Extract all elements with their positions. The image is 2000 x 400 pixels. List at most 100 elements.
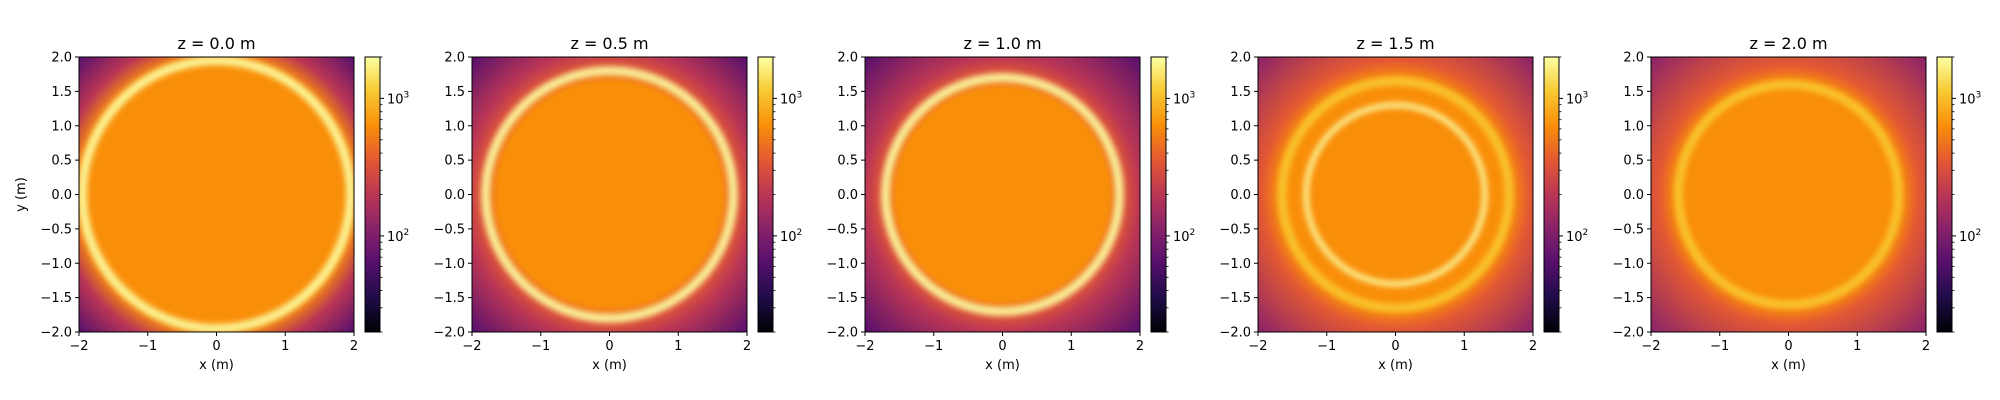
colorbar-tick-label: 102 [1959,228,1981,245]
panel-title: z = 1.5 m [1356,34,1434,53]
colorbar: 102 103 [757,56,802,333]
y-tick-label: 1.5 [1230,85,1251,100]
x-tick-label: −1 [1710,339,1729,354]
x-tick-label: 2 [350,339,358,354]
colorbar: 102 103 [1936,56,1981,333]
colorbar-gradient [757,56,774,333]
x-tick-label: −2 [855,339,874,354]
y-tick-label: 1.0 [444,119,465,134]
x-tick-label: −1 [1317,339,1336,354]
y-tick-label: −0.5 [40,222,72,237]
y-tick-label: 2.0 [1623,51,1644,66]
y-tick-label: 0.0 [51,188,72,203]
colorbar-gradient [1543,56,1560,333]
bright-ring [481,66,738,323]
x-tick-label: 1 [1853,339,1861,354]
colorbar-tick-label: 102 [780,228,802,245]
y-tick-label: 2.0 [444,51,465,66]
heatmap-panel-3: z = 1.0 m −2 −1 0 1 2 x (m) −2.0 −1.5 −1.0 −0.5 0.0… [826,34,1195,373]
x-tick-label: 0 [212,339,220,354]
y-tick-label: 1.0 [837,119,858,134]
x-tick-label: 1 [1067,339,1075,354]
y-tick-label: 0.5 [444,154,465,169]
y-tick-label: 1.0 [1230,119,1251,134]
y-tick-label: 0.5 [1623,154,1644,169]
x-axis-label: x (m) [1771,358,1806,373]
colorbar-tick-label: 103 [1959,90,1981,107]
y-tick-label: −2.0 [826,326,858,341]
x-axis-label: x (m) [592,358,627,373]
y-tick-label: 1.0 [51,119,72,134]
panel-title: z = 0.5 m [570,34,648,53]
panel-title: z = 2.0 m [1749,34,1827,53]
x-tick-label: −2 [1248,339,1267,354]
colorbar: 102 103 [1543,56,1588,333]
heatmap-image [865,57,1140,332]
heatmap-field [1258,57,1533,332]
y-tick-label: 0.0 [1230,188,1251,203]
inner-ring [1303,102,1488,287]
y-tick-label: 0.5 [51,154,72,169]
y-tick-label: −0.5 [1612,222,1644,237]
y-tick-label: −1.0 [1219,257,1251,272]
y-tick-label: −2.0 [433,326,465,341]
y-tick-label: −1.5 [40,291,72,306]
x-tick-label: −2 [69,339,88,354]
x-tick-label: 2 [1136,339,1144,354]
heatmap-image [1651,57,1926,332]
y-tick-label: 1.5 [837,85,858,100]
colorbar: 102 103 [364,56,409,333]
panel-title: z = 1.0 m [963,34,1041,53]
colorbar-gradient [1150,56,1167,333]
y-tick-label: −1.5 [1219,291,1251,306]
colorbar-tick-label: 102 [1173,228,1195,245]
y-tick-label: −1.0 [826,257,858,272]
y-tick-label: −1.0 [1612,257,1644,272]
heatmap-field [865,57,1140,332]
y-tick-label: −2.0 [1612,326,1644,341]
x-tick-label: 0 [605,339,613,354]
y-tick-label: −0.5 [433,222,465,237]
y-tick-label: 1.0 [1623,119,1644,134]
x-axis-label: x (m) [1378,358,1413,373]
x-tick-label: −2 [462,339,481,354]
x-tick-label: 2 [1529,339,1537,354]
x-tick-label: 0 [1391,339,1399,354]
heatmap-panel-1: z = 0.0 m −2 −1 0 1 2 x (m) −2.0 −1.5 −1.0 −0.5 0.0… [14,34,409,373]
x-tick-label: −2 [1641,339,1660,354]
y-tick-label: −1.5 [1612,291,1644,306]
colorbar-tick-label: 102 [387,228,409,245]
x-tick-label: 1 [281,339,289,354]
y-tick-label: 2.0 [837,51,858,66]
y-tick-label: 0.0 [837,188,858,203]
x-tick-label: 0 [998,339,1006,354]
x-axis-label: x (m) [199,358,234,373]
y-tick-label: 0.5 [1230,154,1251,169]
x-tick-label: −1 [138,339,157,354]
y-tick-label: 0.0 [1623,188,1644,203]
y-tick-label: 0.5 [837,154,858,169]
y-tick-label: −2.0 [1219,326,1251,341]
y-tick-label: 2.0 [51,51,72,66]
y-tick-label: 1.5 [51,85,72,100]
heatmap-field [1651,57,1926,332]
colorbar-gradient [364,56,381,333]
x-tick-label: 1 [674,339,682,354]
y-tick-label: −1.0 [433,257,465,272]
x-tick-label: 2 [1922,339,1930,354]
bright-ring [881,73,1124,316]
heatmap-image [79,57,354,332]
y-tick-label: −0.5 [1219,222,1251,237]
y-tick-label: 2.0 [1230,51,1251,66]
heatmap-panel-4: z = 1.5 m −2 −1 0 1 2 x (m) −2.0 −1.5 −1.0 −0.5 0.0… [1219,34,1588,373]
x-tick-label: 2 [743,339,751,354]
heatmap-image [1258,57,1533,332]
y-axis-label: y (m) [14,177,29,212]
heatmap-panel-5: z = 2.0 m −2 −1 0 1 2 x (m) −2.0 −1.5 −1.0 −0.5 0.0… [1612,34,1981,373]
y-tick-label: 1.5 [1623,85,1644,100]
colorbar-tick-label: 103 [387,90,409,107]
bright-ring [79,57,354,332]
colorbar-tick-label: 102 [1566,228,1588,245]
x-tick-label: 1 [1460,339,1468,354]
